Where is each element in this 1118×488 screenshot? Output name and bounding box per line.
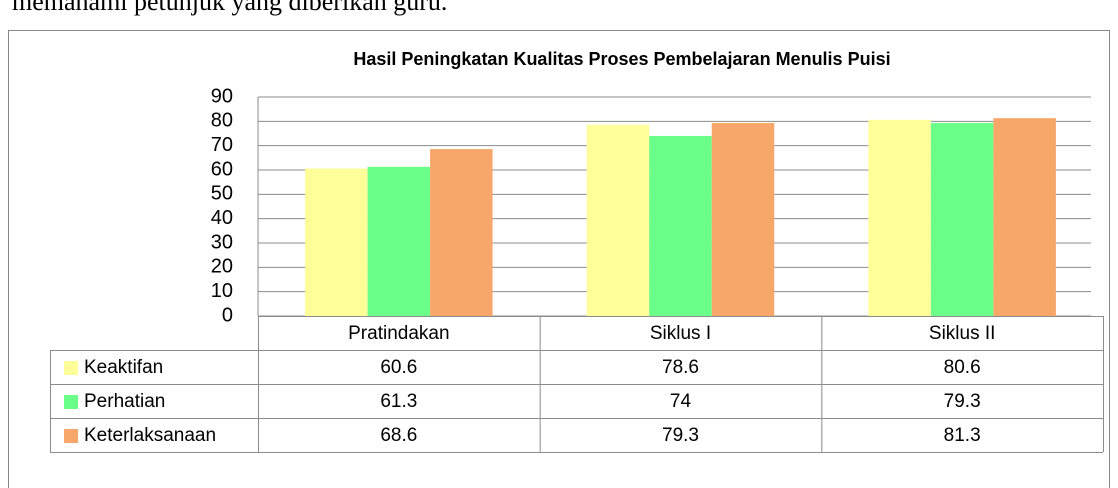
y-tick-label: 80: [211, 110, 233, 132]
chart-frame: [8, 30, 1110, 488]
bar: [430, 149, 493, 316]
data-label: 74: [670, 391, 692, 412]
data-label: 61.3: [380, 391, 417, 412]
x-tick-label: Pratindakan: [348, 323, 449, 344]
legend-label: Keterlaksanaan: [84, 425, 216, 446]
data-label: 68.6: [380, 425, 417, 446]
text-above: memahami petunjuk yang diberikan guru.: [12, 0, 447, 16]
chart-title: Hasil Peningkatan Kualitas Proses Pembel…: [353, 49, 890, 69]
data-label: 79.3: [662, 425, 699, 446]
legend-label: Perhatian: [84, 391, 165, 412]
legend-swatch: [64, 361, 78, 375]
legend-swatch: [64, 395, 78, 409]
data-label: 78.6: [662, 357, 699, 378]
x-tick-label: Siklus I: [650, 323, 711, 344]
bar: [993, 118, 1056, 316]
legend-label: Keaktifan: [84, 357, 163, 378]
x-tick-label: Siklus II: [929, 323, 996, 344]
bar: [711, 123, 775, 316]
data-label: 79.3: [944, 391, 981, 412]
bar: [868, 119, 931, 316]
bar: [649, 135, 712, 316]
y-tick-label: 40: [211, 207, 233, 229]
y-tick-label: 10: [211, 280, 233, 302]
y-tick-label: 70: [211, 134, 233, 156]
bar: [305, 168, 368, 316]
y-tick-label: 60: [211, 158, 233, 180]
data-label: 81.3: [944, 425, 981, 446]
y-tick-label: 0: [222, 304, 233, 326]
bar: [930, 123, 994, 316]
y-tick-label: 30: [211, 231, 233, 253]
bar: [586, 124, 650, 317]
bar: [367, 166, 431, 316]
y-tick-label: 90: [211, 85, 233, 107]
legend-swatch: [64, 429, 78, 443]
data-label: 80.6: [944, 357, 981, 378]
y-tick-label: 50: [211, 183, 233, 205]
data-label: 60.6: [380, 357, 417, 378]
y-tick-label: 20: [211, 256, 233, 278]
